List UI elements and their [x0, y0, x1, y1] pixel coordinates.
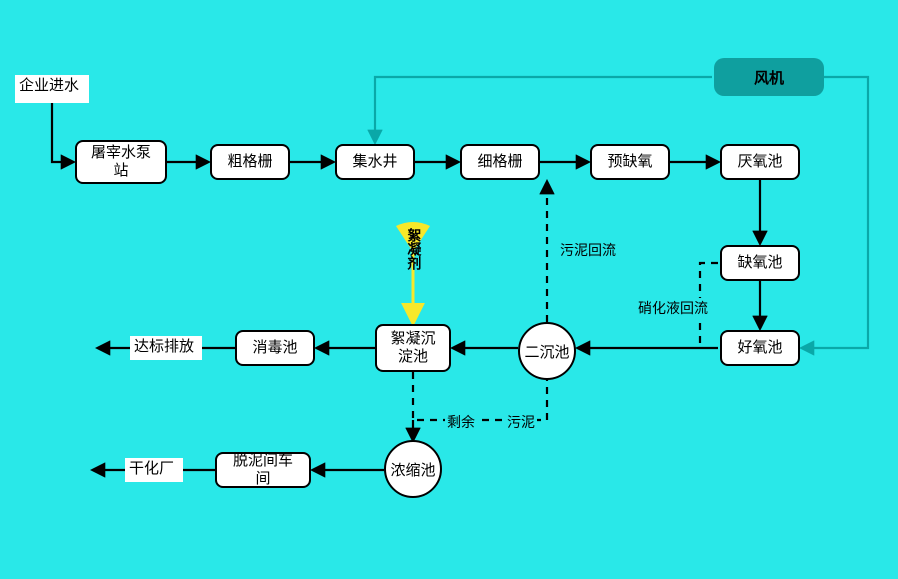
label: 脱泥间车间 — [227, 452, 299, 488]
node-aerobic: 好氧池 — [720, 330, 800, 366]
node-fine-screen: 细格栅 — [460, 144, 540, 180]
node-fan: 风机 — [714, 58, 824, 96]
node-disinfection: 消毒池 — [235, 330, 315, 366]
node-anaerobic: 厌氧池 — [720, 144, 800, 180]
node-dewatering: 脱泥间车间 — [215, 452, 311, 488]
node-preanoxic: 预缺氧 — [590, 144, 670, 180]
node-pump: 屠宰水泵站 — [75, 140, 167, 184]
label: 预缺氧 — [607, 153, 652, 171]
label: 达标排放 — [134, 338, 194, 355]
node-thickener: 浓缩池 — [384, 440, 442, 498]
label: 厌氧池 — [737, 153, 782, 171]
label: 细格栅 — [477, 153, 522, 171]
label: 企业进水 — [19, 77, 79, 94]
flocculant-label: 絮凝剂 — [406, 228, 421, 270]
node-anoxic: 缺氧池 — [720, 245, 800, 281]
label: 粗格栅 — [227, 153, 272, 171]
node-drying-plant: 干化厂 — [125, 458, 183, 482]
label: 消毒池 — [252, 339, 297, 357]
node-sump: 集水井 — [335, 144, 415, 180]
label: 絮凝沉淀池 — [387, 330, 439, 366]
label: 二沉池 — [524, 341, 569, 362]
node-flocculation: 絮凝沉淀池 — [375, 324, 451, 372]
label: 风机 — [754, 67, 784, 88]
node-secondary-clarifier: 二沉池 — [518, 322, 576, 380]
label: 好氧池 — [737, 339, 782, 357]
flowchart-canvas: 企业进水 屠宰水泵站 粗格栅 集水井 细格栅 预缺氧 厌氧池 缺氧池 好氧池 二… — [0, 0, 898, 579]
label-residual: 剩余 — [445, 412, 477, 432]
label: 干化厂 — [129, 460, 174, 477]
label-sludge: 污泥 — [505, 412, 537, 432]
label: 集水井 — [352, 153, 397, 171]
node-discharge: 达标排放 — [130, 336, 202, 360]
label: 缺氧池 — [737, 254, 782, 272]
label-sludge-return: 污泥回流 — [558, 240, 618, 260]
label-nitrate-return: 硝化液回流 — [636, 298, 710, 318]
label: 屠宰水泵站 — [87, 144, 155, 180]
node-coarse-screen: 粗格栅 — [210, 144, 290, 180]
node-inlet: 企业进水 — [15, 75, 89, 103]
label: 浓缩池 — [390, 459, 435, 480]
